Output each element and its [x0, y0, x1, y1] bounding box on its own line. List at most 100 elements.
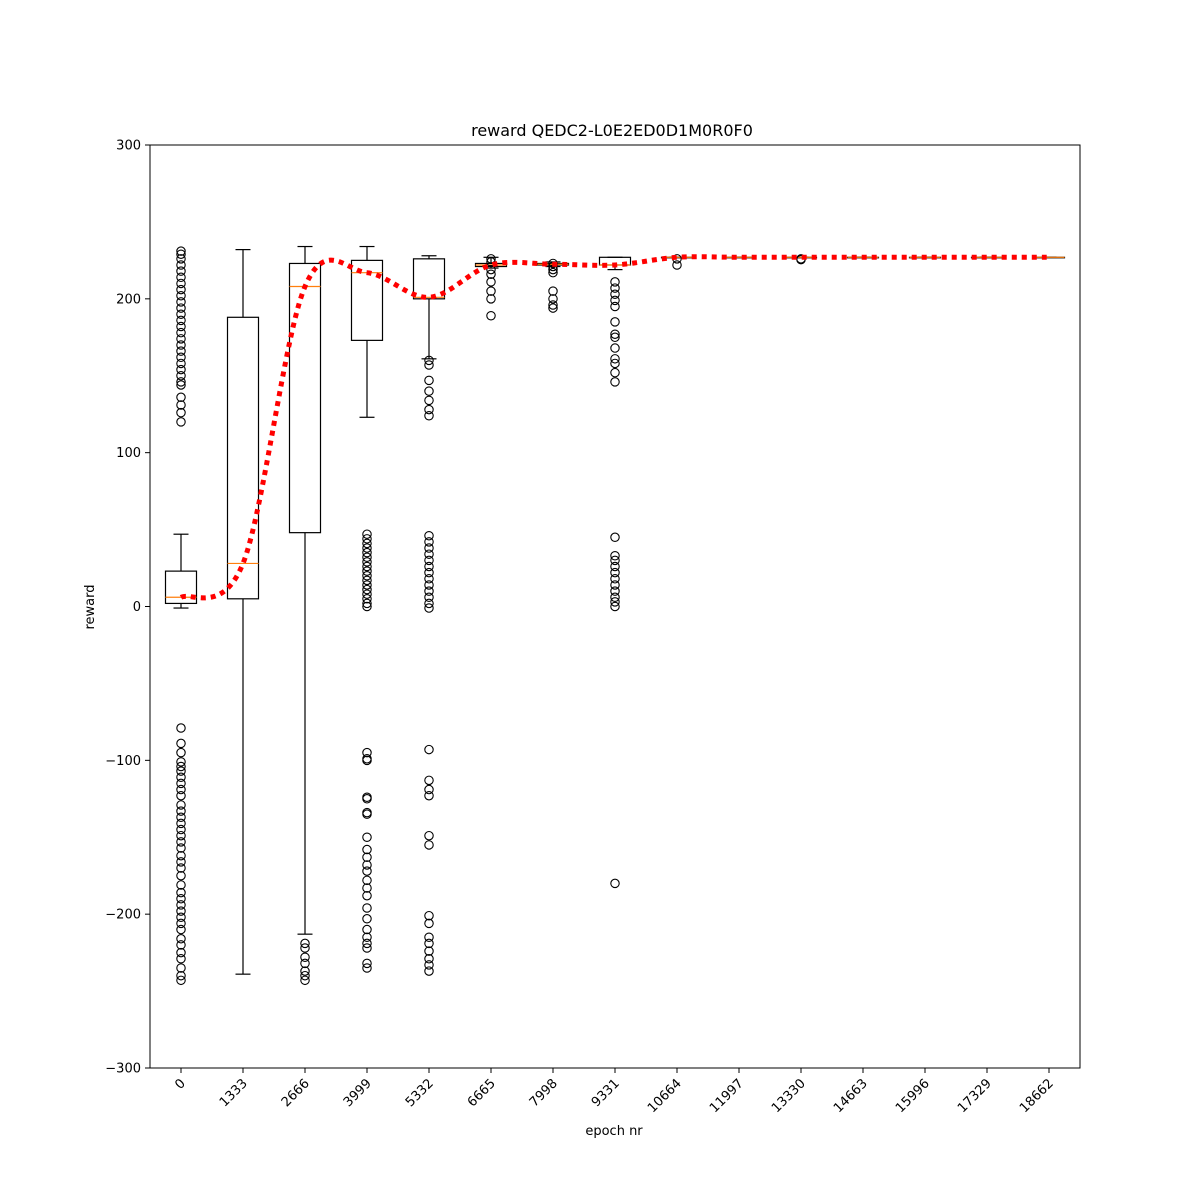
- outlier-point: [176, 784, 186, 795]
- y-tick-label: 200: [116, 292, 141, 307]
- outlier-point: [610, 295, 620, 306]
- outlier-point: [176, 843, 186, 853]
- outlier-point: [176, 284, 186, 295]
- outlier-point: [548, 294, 558, 304]
- outlier-point: [424, 555, 434, 566]
- outlier-point: [362, 589, 372, 599]
- outlier-point: [424, 598, 434, 609]
- outlier-point: [176, 830, 186, 841]
- outlier-point: [424, 910, 434, 921]
- outlier-point: [176, 975, 186, 986]
- box-iqr: [412, 258, 446, 300]
- outlier-point: [176, 918, 186, 929]
- outlier-point: [424, 375, 434, 386]
- outlier-point: [486, 264, 496, 275]
- outlier-point: [548, 303, 558, 313]
- outlier-point: [486, 311, 496, 321]
- outlier-point: [362, 875, 372, 886]
- outlier-point: [362, 601, 372, 612]
- outlier-point: [424, 946, 434, 956]
- outlier-point: [424, 918, 434, 929]
- outlier-point: [610, 358, 620, 369]
- outlier-point: [424, 543, 434, 553]
- outlier-point: [362, 552, 372, 563]
- outlier-point: [362, 938, 372, 949]
- outlier-point: [176, 297, 186, 307]
- outlier-point: [424, 960, 434, 970]
- outlier-point: [176, 757, 186, 767]
- outlier-point: [176, 278, 186, 289]
- outlier-point: [486, 277, 496, 287]
- outlier-point: [610, 532, 620, 543]
- x-axis-title: epoch nr: [585, 1124, 643, 1139]
- outlier-point: [362, 883, 372, 893]
- outlier-point: [610, 377, 620, 387]
- outlier-point: [424, 932, 434, 942]
- outlier-point: [176, 400, 186, 410]
- outlier-point: [424, 549, 434, 559]
- outlier-point: [610, 567, 620, 578]
- outlier-point: [176, 291, 186, 301]
- outlier-point: [424, 954, 434, 964]
- outlier-point: [486, 294, 496, 304]
- outlier-point: [176, 912, 186, 922]
- outlier-point: [362, 932, 372, 942]
- outlier-point: [424, 580, 434, 590]
- outlier-point: [176, 800, 186, 810]
- outlier-point: [362, 747, 372, 758]
- outlier-point: [362, 963, 372, 973]
- outlier-point: [486, 286, 496, 296]
- outlier-point: [610, 586, 620, 596]
- outlier-point: [362, 890, 372, 901]
- outlier-point: [176, 947, 186, 958]
- outlier-point: [610, 277, 620, 287]
- outlier-point: [176, 818, 186, 829]
- outlier-point: [176, 246, 186, 256]
- y-tick-label: −300: [105, 1062, 141, 1077]
- outlier-point: [610, 354, 620, 364]
- y-tick-label: 0: [133, 600, 141, 615]
- outlier-point: [362, 543, 372, 553]
- outlier-point: [176, 738, 186, 749]
- outlier-point: [424, 386, 434, 396]
- outlier-point: [362, 958, 372, 969]
- outlier-point: [362, 914, 372, 924]
- outlier-point: [424, 410, 434, 421]
- outlier-point: [424, 784, 434, 795]
- outlier-point: [362, 584, 372, 595]
- outlier-point: [176, 778, 186, 789]
- outlier-point: [176, 963, 186, 973]
- outlier-point: [176, 358, 186, 369]
- outlier-point: [424, 537, 434, 547]
- outlier-point: [362, 832, 372, 842]
- outlier-point: [424, 744, 434, 755]
- outlier-point: [362, 538, 372, 549]
- outlier-point: [362, 860, 372, 870]
- outlier-point: [176, 761, 186, 772]
- outlier-point: [176, 900, 186, 910]
- outlier-point: [176, 364, 186, 375]
- outlier-point: [424, 586, 434, 596]
- box-iqr: [164, 570, 198, 605]
- outlier-point: [610, 343, 620, 353]
- outlier-point: [362, 794, 372, 804]
- outlier-point: [362, 852, 372, 862]
- outlier-point: [610, 592, 620, 603]
- outlier-point: [424, 567, 434, 578]
- outlier-point: [424, 592, 434, 603]
- chart-title: reward QEDC2-L0E2ED0D1M0R0F0: [471, 121, 753, 140]
- outlier-point: [362, 566, 372, 576]
- outlier-point: [176, 887, 186, 898]
- outlier-point: [424, 530, 434, 541]
- outlier-point: [176, 857, 186, 867]
- outlier-point: [176, 870, 186, 881]
- outlier-point: [362, 903, 372, 913]
- outlier-point: [176, 723, 186, 733]
- outlier-point: [362, 594, 372, 604]
- outlier-point: [362, 924, 372, 935]
- outlier-point: [176, 824, 186, 835]
- outlier-point: [176, 266, 186, 276]
- outlier-point: [176, 377, 186, 387]
- outlier-point: [362, 534, 372, 544]
